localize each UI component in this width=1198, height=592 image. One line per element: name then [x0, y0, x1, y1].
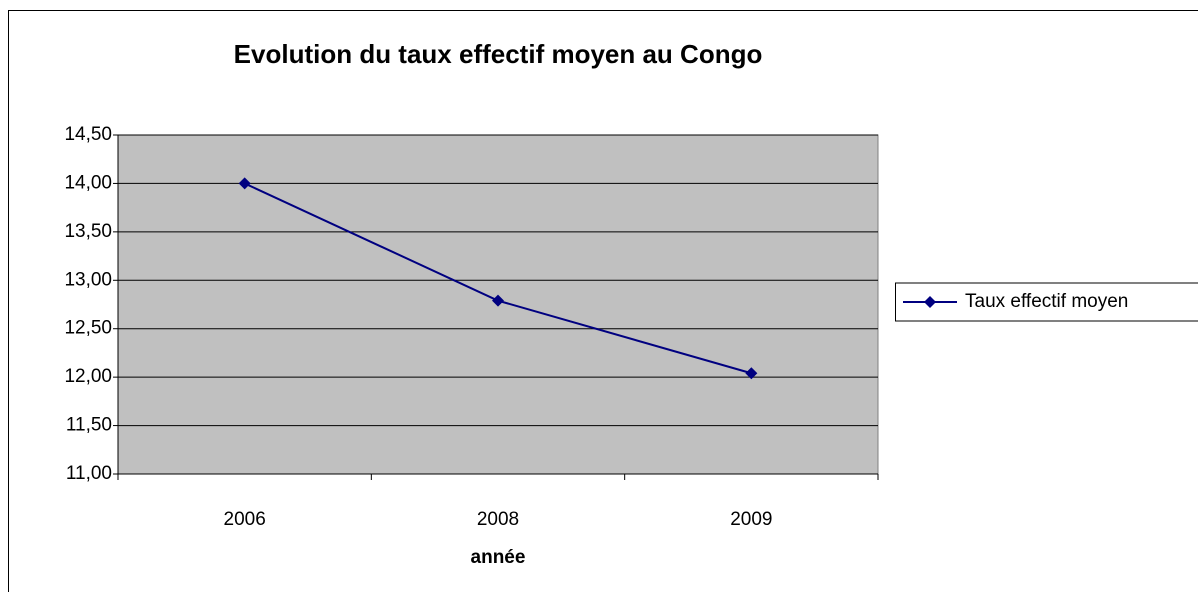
y-tick-label: 12,50	[64, 318, 112, 339]
chart-title: Evolution du taux effectif moyen au Cong…	[234, 39, 763, 69]
y-tick-label: 14,00	[64, 172, 112, 193]
point-marker	[492, 294, 504, 307]
x-tick-label: 2008	[477, 509, 519, 530]
y-tick-label: 11,00	[66, 463, 112, 484]
x-axis-label: année	[471, 547, 526, 568]
y-tick-label: 11,50	[66, 415, 112, 436]
y-tick-label: 13,00	[64, 269, 112, 290]
x-tick-label: 2009	[730, 509, 772, 530]
legend-marker	[924, 296, 936, 308]
x-tick-label: 2006	[224, 509, 266, 530]
point-marker	[745, 367, 758, 380]
y-tick-label: 14,50	[64, 124, 112, 145]
legend-label: Taux effectif moyen	[965, 291, 1128, 312]
y-tick-label: 13,50	[64, 221, 112, 242]
point-marker	[238, 177, 251, 190]
y-tick-label: 12,00	[64, 366, 112, 387]
